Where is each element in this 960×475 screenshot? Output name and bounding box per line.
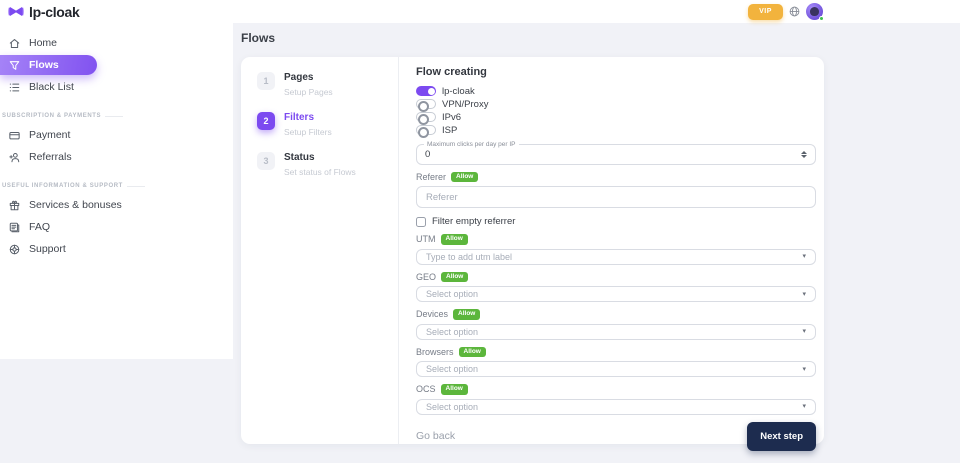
sidebar: Home Flows Black List SUBSCRIPTION & PAY… — [0, 23, 233, 359]
sidebar-item-flows[interactable]: Flows — [0, 55, 97, 75]
utm-allow-badge[interactable]: Allow — [440, 234, 468, 245]
sidebar-section-support: USEFUL INFORMATION & SUPPORT — [2, 183, 233, 189]
home-icon — [9, 38, 20, 48]
sidebar-item-label: Services & bonuses — [29, 199, 122, 211]
geo-group-label: GEO Allow — [416, 271, 816, 282]
browsers-group-label: Browsers Allow — [416, 346, 816, 357]
sidebar-item-services-bonuses[interactable]: Services & bonuses — [0, 195, 233, 215]
sidebar-item-label: Support — [29, 243, 66, 255]
referrals-icon — [9, 152, 20, 162]
user-avatar[interactable] — [806, 3, 824, 21]
devices-select[interactable]: Select option ▾ — [416, 323, 816, 340]
form-heading: Flow creating — [416, 66, 487, 78]
geo-select[interactable]: Select option ▾ — [416, 286, 816, 302]
lifebuoy-icon — [9, 244, 20, 254]
step-number: 2 — [257, 112, 275, 130]
devices-allow-badge[interactable]: Allow — [453, 309, 481, 320]
ocs-group-label: OCS Allow — [416, 384, 816, 395]
step-status[interactable]: 3 Status Set status of Flows — [257, 152, 398, 177]
app-logo[interactable]: lp-cloak — [8, 4, 80, 20]
max-clicks-input[interactable] — [425, 148, 801, 160]
referer-allow-badge[interactable]: Allow — [451, 171, 479, 182]
referer-input[interactable] — [416, 186, 816, 208]
utm-select[interactable]: Type to add utm label ▾ — [416, 248, 816, 265]
filter-empty-referrer-checkbox[interactable] — [416, 216, 426, 227]
step-pages[interactable]: 1 Pages Setup Pages — [257, 72, 398, 97]
sidebar-item-label: Referrals — [29, 151, 72, 163]
toggle-ipv6[interactable]: IPv6 — [416, 111, 816, 125]
ocs-select[interactable]: Select option ▾ — [416, 398, 816, 415]
form-footer: Go back Next step — [416, 421, 816, 451]
sidebar-item-payment[interactable]: Payment — [0, 125, 233, 145]
step-number: 3 — [257, 152, 275, 170]
gift-icon — [9, 200, 20, 210]
step-title: Filters — [284, 112, 315, 123]
card-icon — [9, 131, 20, 139]
sidebar-item-label: FAQ — [29, 221, 51, 233]
sidebar-item-home[interactable]: Home — [0, 33, 233, 53]
steps-column: 1 Pages Setup Pages 2 Filters Setup Filt… — [241, 57, 399, 444]
bottom-strip — [0, 463, 960, 475]
page-title: Flows — [241, 31, 276, 45]
chevron-down-icon: ▾ — [802, 290, 806, 298]
devices-group-label: Devices Allow — [416, 309, 816, 320]
mask-logo-icon — [8, 7, 24, 16]
sidebar-item-referrals[interactable]: Referrals — [0, 147, 233, 167]
chevron-down-icon: ▾ — [802, 403, 806, 410]
browsers-select[interactable]: Select option ▾ — [416, 361, 816, 377]
utm-group-label: UTM Allow — [416, 234, 816, 245]
max-clicks-label: Maximum clicks per day per IP — [424, 140, 519, 148]
flows-icon — [9, 60, 20, 70]
chevron-down-icon: ▾ — [802, 328, 806, 335]
sidebar-item-faq[interactable]: FAQ — [0, 217, 233, 237]
geo-allow-badge[interactable]: Allow — [441, 271, 469, 282]
toggle-lp-cloak[interactable]: lp-cloak — [416, 85, 816, 98]
toggle-switch-off[interactable] — [416, 112, 436, 125]
faq-icon — [9, 222, 20, 232]
sidebar-item-label: Black List — [29, 81, 74, 93]
number-stepper[interactable] — [801, 150, 807, 158]
step-subtitle: Setup Pages — [284, 87, 333, 97]
ocs-allow-badge[interactable]: Allow — [440, 384, 468, 395]
step-subtitle: Set status of Flows — [284, 167, 356, 177]
step-filters[interactable]: 2 Filters Setup Filters — [257, 112, 398, 137]
go-back-link[interactable]: Go back — [416, 430, 456, 442]
chevron-down-icon: ▾ — [802, 365, 806, 373]
browsers-allow-badge[interactable]: Allow — [458, 346, 486, 357]
vip-button[interactable]: VIP — [748, 3, 783, 20]
filters-form: Flow creating lp-cloak VPN/Proxy IPv6 IS… — [399, 57, 824, 451]
flow-creating-card: 1 Pages Setup Pages 2 Filters Setup Filt… — [241, 57, 824, 451]
next-step-button[interactable]: Next step — [747, 421, 816, 451]
toggle-switch-on[interactable] — [416, 86, 436, 97]
stepper-up-icon[interactable] — [801, 150, 807, 154]
logo-text: lp-cloak — [29, 3, 80, 20]
sidebar-item-label: Payment — [29, 129, 71, 141]
sidebar-item-black-list[interactable]: Black List — [0, 77, 233, 97]
filter-empty-referrer-row[interactable]: Filter empty referrer — [416, 216, 816, 227]
topbar: lp-cloak VIP — [0, 0, 960, 23]
sidebar-item-support[interactable]: Support — [0, 239, 233, 259]
step-title: Status — [284, 152, 315, 163]
stepper-down-icon[interactable] — [801, 154, 807, 158]
toggle-switch-off[interactable] — [416, 125, 436, 138]
sidebar-item-label: Home — [29, 37, 58, 49]
step-title: Pages — [284, 72, 314, 83]
toggle-vpn-proxy[interactable]: VPN/Proxy — [416, 98, 816, 112]
blacklist-icon — [9, 83, 20, 91]
toggle-isp[interactable]: ISP — [416, 124, 816, 138]
step-number: 1 — [257, 72, 275, 90]
online-status-dot — [819, 16, 824, 21]
sidebar-item-label: Flows — [29, 59, 59, 71]
referer-group-label: Referer Allow — [416, 171, 816, 182]
language-globe-icon[interactable] — [789, 6, 800, 17]
max-clicks-field[interactable]: Maximum clicks per day per IP — [416, 140, 816, 165]
chevron-down-icon: ▾ — [802, 253, 806, 260]
step-subtitle: Setup Filters — [284, 127, 332, 137]
toggle-switch-off[interactable] — [416, 99, 436, 112]
sidebar-section-subscription: SUBSCRIPTION & PAYMENTS — [2, 113, 233, 119]
